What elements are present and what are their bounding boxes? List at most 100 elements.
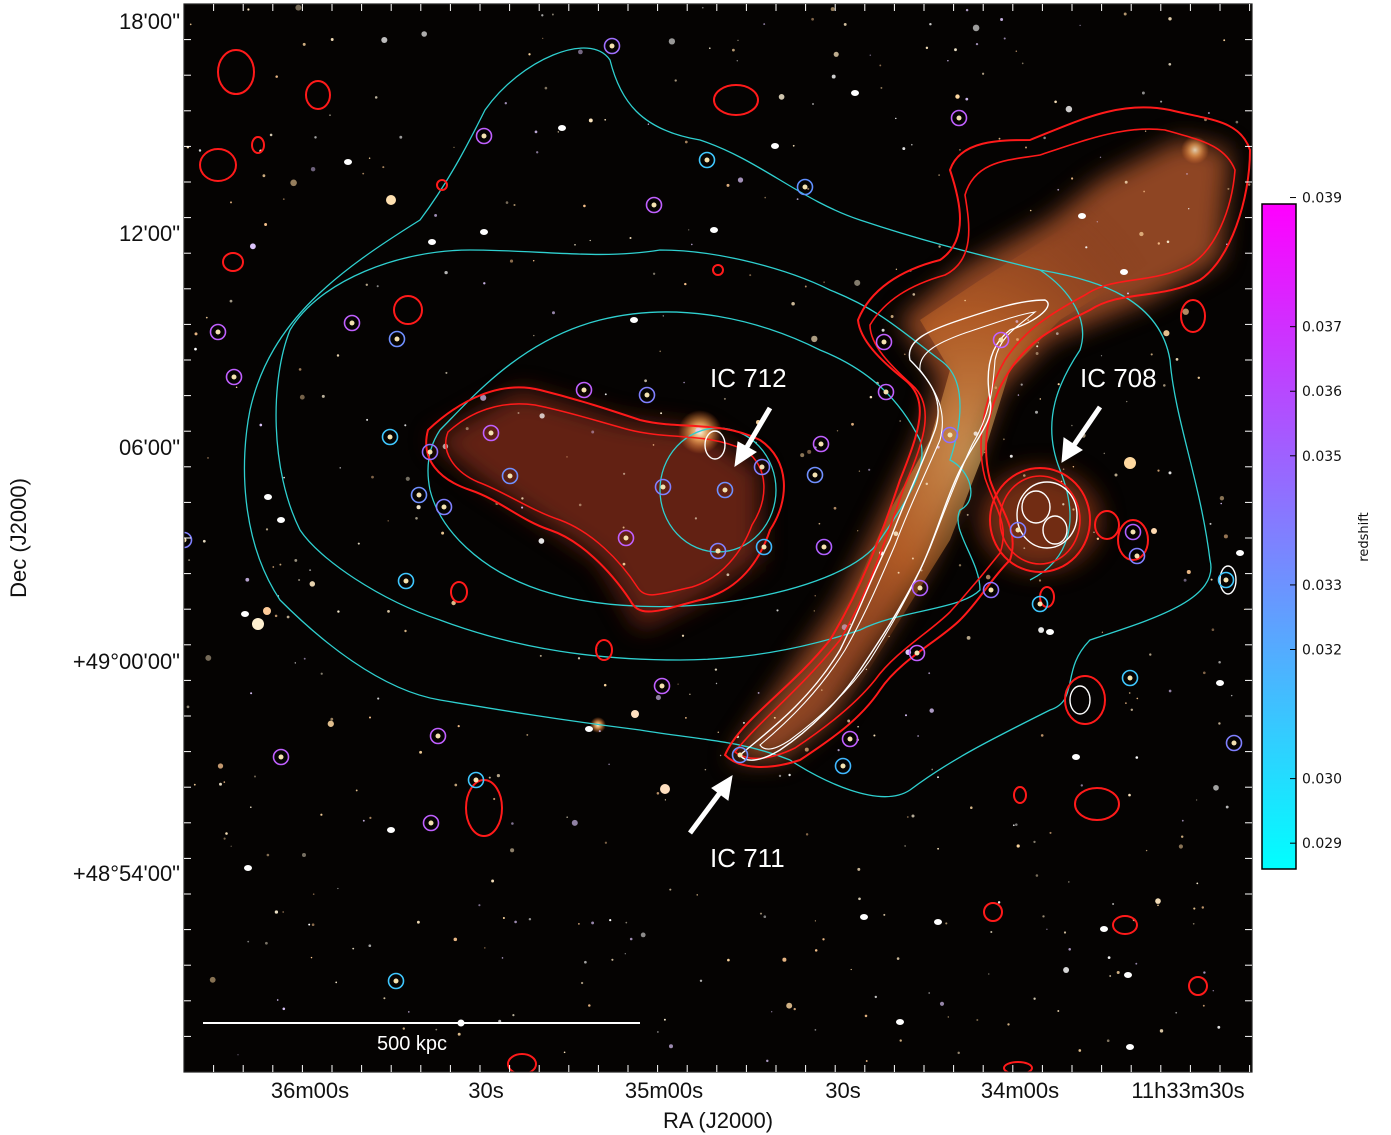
field-star — [1015, 823, 1018, 826]
field-star — [249, 243, 256, 250]
field-star — [719, 754, 722, 757]
field-star — [419, 750, 423, 754]
field-star — [1141, 91, 1145, 95]
field-star — [453, 146, 455, 148]
field-star — [937, 776, 939, 779]
field-star — [521, 497, 524, 500]
field-star — [970, 806, 973, 809]
compact-source — [244, 865, 252, 871]
field-star — [404, 424, 407, 427]
galaxy-core — [435, 733, 441, 739]
field-star — [895, 268, 898, 270]
field-star — [1071, 424, 1073, 427]
field-star — [1016, 338, 1019, 341]
field-star — [1139, 231, 1144, 237]
field-star — [512, 1014, 515, 1017]
field-star — [786, 1002, 793, 1009]
field-star — [1144, 130, 1147, 132]
field-star — [283, 476, 285, 479]
galaxy-core — [759, 464, 765, 470]
label-ic708: IC 708 — [1080, 363, 1157, 393]
field-star — [1135, 756, 1139, 759]
field-star — [1057, 1010, 1060, 1012]
field-star — [988, 973, 990, 975]
field-star — [814, 1029, 817, 1031]
galaxy-core — [881, 339, 887, 345]
galaxy-marker — [815, 538, 833, 556]
field-star — [387, 520, 389, 522]
colorbar-ticks: 0.039 0.037 0.036 0.035 0.033 0.032 0.030 0.029 — [1290, 191, 1342, 852]
field-star — [874, 995, 877, 999]
field-star — [250, 692, 253, 695]
field-star — [764, 196, 766, 199]
field-star — [821, 689, 823, 691]
field-star — [1054, 100, 1057, 104]
field-star — [759, 912, 763, 915]
field-star — [1223, 534, 1228, 539]
galaxy-core — [387, 434, 393, 440]
field-star — [833, 51, 839, 57]
field-star — [763, 23, 766, 26]
field-star — [998, 137, 1001, 140]
field-star — [822, 938, 825, 941]
field-star — [1114, 473, 1118, 477]
field-star — [1186, 172, 1188, 175]
y-tick-label: 12'00" — [119, 221, 180, 246]
field-star — [245, 577, 250, 582]
galaxy-marker — [429, 727, 447, 745]
field-star — [1039, 398, 1042, 400]
field-star — [536, 151, 539, 154]
field-star — [1062, 468, 1065, 471]
compact-source — [630, 317, 638, 323]
y-tick-label: +49°00'00" — [73, 649, 180, 674]
field-star — [804, 747, 809, 752]
field-star — [920, 569, 923, 572]
field-star — [865, 668, 868, 671]
galaxy-core — [481, 133, 487, 139]
field-star — [294, 662, 296, 664]
field-star — [311, 923, 315, 927]
field-star — [254, 775, 256, 778]
field-star — [903, 353, 906, 356]
field-star — [624, 953, 626, 955]
field-star — [514, 920, 517, 924]
field-star — [1078, 1049, 1082, 1052]
compact-source — [851, 90, 859, 96]
galaxy-marker — [381, 428, 399, 446]
field-star — [282, 911, 285, 913]
galaxy-marker — [1217, 571, 1235, 589]
field-star — [793, 1007, 796, 1011]
field-star — [501, 957, 504, 959]
galaxy-marker — [209, 323, 227, 341]
field-star — [1230, 694, 1233, 697]
field-star — [778, 774, 782, 778]
galaxy-marker — [834, 757, 852, 775]
field-star — [589, 239, 591, 242]
field-star — [1020, 383, 1023, 386]
galaxy-core — [609, 43, 615, 49]
field-star — [1096, 221, 1098, 223]
galaxy-core — [623, 535, 629, 541]
field-star — [435, 1028, 438, 1031]
field-star — [1035, 874, 1039, 877]
field-star — [496, 774, 500, 778]
field-star — [249, 806, 252, 809]
field-star — [622, 472, 626, 475]
field-star — [320, 672, 323, 675]
field-star — [528, 917, 532, 921]
field-star — [327, 720, 334, 727]
field-star — [1163, 330, 1170, 337]
field-star — [591, 430, 595, 434]
galaxy-marker — [755, 538, 773, 556]
galaxy-marker — [1121, 669, 1139, 687]
field-star — [368, 716, 372, 719]
field-star — [681, 634, 685, 637]
galaxy-core — [802, 184, 808, 190]
field-star — [1193, 907, 1196, 910]
field-star — [290, 179, 297, 187]
y-tick-labels: 18'00" 12'00" 06'00" +49°00'00" +48°54'0… — [73, 9, 180, 886]
field-star — [1099, 156, 1102, 158]
field-star — [583, 204, 586, 208]
tick-marks — [184, 4, 1252, 1072]
field-star — [509, 259, 514, 263]
